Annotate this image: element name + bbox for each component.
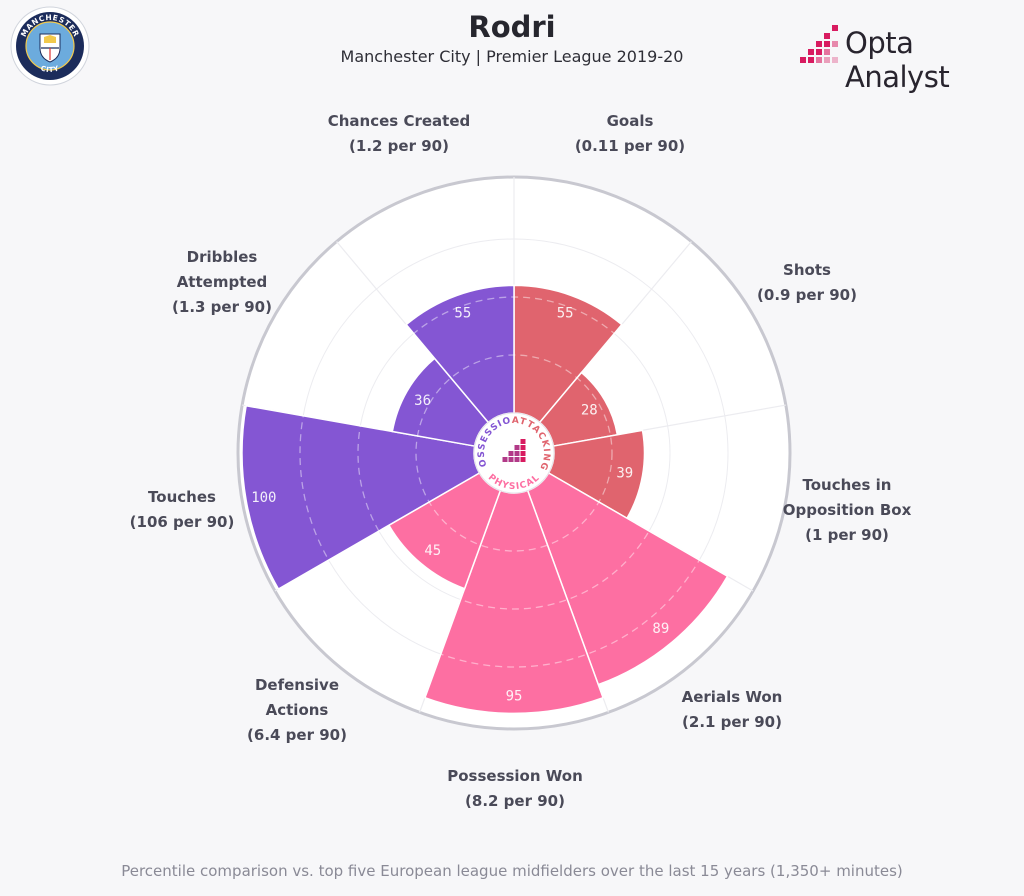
center-logo-square [520,451,526,456]
center-logo-square [508,457,514,462]
category-label: Touches (106 per 90) [130,488,235,531]
center-logo-square [514,457,520,462]
svg-text:CITY: CITY [40,64,61,74]
center-logo-square [520,457,526,462]
page-subtitle: Manchester City | Premier League 2019-20 [340,47,684,66]
value-label: 55 [557,305,574,321]
footer-note: Percentile comparison vs. top five Europ… [121,862,903,880]
center-hub [473,412,555,494]
club-crest-icon: MANCHESTER CITY [10,6,90,86]
value-label: 36 [414,393,431,409]
center-logo-square [520,445,526,450]
category-label: Touches in Opposition Box (1 per 90) [783,476,912,544]
center-logo-square [514,451,520,456]
center-logo-square [502,457,508,462]
value-label: 95 [506,688,523,704]
category-label: Shots (0.9 per 90) [757,261,857,304]
category-label: Goals (0.11 per 90) [575,112,685,155]
value-label: 45 [424,543,441,559]
value-label: 39 [616,466,633,482]
page-title: Rodri [468,10,556,44]
opta-logo-icon [800,25,838,63]
category-label: Defensive Actions (6.4 per 90) [247,676,347,744]
value-label: 28 [581,403,598,419]
value-label: 55 [454,305,471,321]
value-label: 89 [652,621,669,637]
category-label: Possession Won (8.2 per 90) [447,767,583,810]
category-label: Chances Created (1.2 per 90) [328,112,471,155]
category-label: Aerials Won (2.1 per 90) [682,688,783,731]
category-label: Dribbles Attempted (1.3 per 90) [172,248,272,316]
center-logo-square [508,451,514,456]
crest-bottom-text: CITY [40,64,60,74]
center-logo-square [514,445,520,450]
value-label: 100 [251,490,276,506]
brand-name: Opta Analyst [845,26,950,94]
center-logo-square [520,439,526,444]
